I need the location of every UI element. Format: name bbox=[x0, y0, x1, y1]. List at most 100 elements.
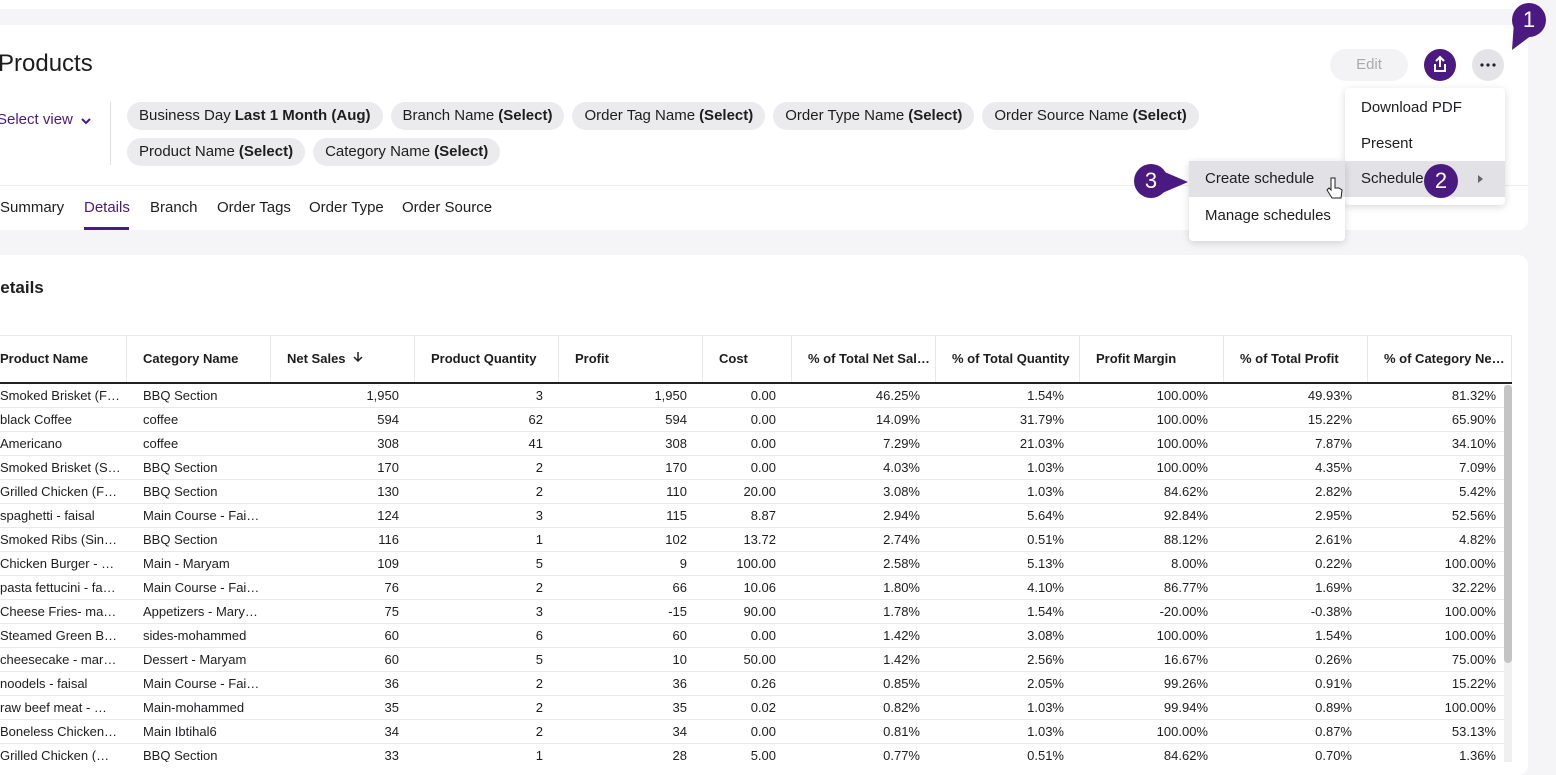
filter-chip[interactable]: Business Day Last 1 Month (Aug) bbox=[127, 102, 383, 130]
table-cell: Cheese Fries- ma… bbox=[0, 604, 117, 619]
tab[interactable]: Summary bbox=[0, 199, 65, 216]
table-row: Boneless Chicken… Main Ibtihal6 34 2 34 0.00 0… bbox=[0, 720, 1512, 744]
table-cell: 2 bbox=[535, 724, 543, 739]
menu-item[interactable]: Present bbox=[1361, 135, 1413, 152]
table-cell: 0.00 bbox=[750, 724, 776, 739]
callout: 3 bbox=[1134, 164, 1168, 198]
column-header[interactable]: % of Total Net Sal… bbox=[792, 336, 936, 382]
table-cell: Smoked Ribs (Sin… bbox=[0, 532, 118, 547]
table-row: Steamed Green B… sides-mohammed 60 6 60 0.00 1… bbox=[0, 624, 1512, 648]
table-cell: 32.22% bbox=[1451, 580, 1496, 595]
column-header[interactable]: Category Name bbox=[127, 336, 271, 382]
filter-chip[interactable]: Branch Name (Select) bbox=[390, 102, 565, 130]
column-header[interactable]: Product Quantity bbox=[415, 336, 559, 382]
table-cell: 90.00 bbox=[743, 604, 776, 619]
table-row: Chicken Burger - … Main - Maryam 109 5 9 100.… bbox=[0, 552, 1512, 576]
table-cell: Steamed Green B… bbox=[0, 628, 118, 643]
sort-icon bbox=[353, 352, 363, 363]
table-cell: 1.80% bbox=[883, 580, 920, 595]
table-cell: 3.08% bbox=[883, 484, 920, 499]
table-row: cheesecake - mar… Dessert - Maryam 60 5 10 50… bbox=[0, 648, 1512, 672]
column-header[interactable]: Cost bbox=[703, 336, 792, 382]
table-cell: cheesecake - mar… bbox=[0, 652, 117, 667]
table-cell: Main Course - Fai… bbox=[143, 676, 260, 691]
table-cell: 4.03% bbox=[883, 460, 920, 475]
table-cell: 102 bbox=[665, 532, 687, 547]
table-cell: 13.72 bbox=[743, 532, 776, 547]
tab[interactable]: Order Source bbox=[402, 199, 493, 216]
filter-value: (Select) bbox=[238, 143, 294, 160]
tab[interactable]: Order Tags bbox=[217, 199, 291, 216]
data-table: Product Name Category Name Net Sales Produc… bbox=[0, 335, 1512, 762]
table-cell: 7.09% bbox=[1459, 460, 1496, 475]
column-header[interactable]: Profit Margin bbox=[1080, 336, 1224, 382]
more-button[interactable] bbox=[1472, 49, 1504, 81]
column-header[interactable]: Net Sales bbox=[271, 336, 415, 382]
table-cell: 100.00% bbox=[1156, 724, 1208, 739]
table-cell: -15 bbox=[668, 604, 687, 619]
table-row: Grilled Chicken (F… BBQ Section 130 2 110 20.… bbox=[0, 480, 1512, 504]
filter-chip[interactable]: Category Name (Select) bbox=[313, 138, 501, 166]
filter-label: Product Name bbox=[139, 143, 235, 160]
filter-label: Order Type Name bbox=[785, 107, 905, 124]
table-cell: 62 bbox=[528, 412, 543, 427]
table-cell: 1.54% bbox=[1027, 604, 1064, 619]
table-cell: 0.91% bbox=[1315, 676, 1352, 691]
submenu-arrow bbox=[1478, 175, 1483, 183]
table-cell: 66 bbox=[672, 580, 687, 595]
filter-chip[interactable]: Order Type Name (Select) bbox=[773, 102, 975, 130]
column-header[interactable]: Product Name bbox=[0, 336, 127, 382]
column-header[interactable]: % of Total Profit bbox=[1224, 336, 1368, 382]
table-cell: Grilled Chicken (… bbox=[0, 748, 110, 762]
table-cell: 0.77% bbox=[883, 748, 920, 762]
table-cell: 0.22% bbox=[1315, 556, 1352, 571]
table-cell: 0.26 bbox=[750, 676, 776, 691]
table-cell: 10.06 bbox=[743, 580, 776, 595]
tab[interactable]: Details bbox=[84, 199, 130, 216]
menu-item[interactable]: Download PDF bbox=[1361, 99, 1462, 116]
tab[interactable]: Branch bbox=[150, 199, 198, 216]
table-cell: black Coffee bbox=[0, 412, 73, 427]
table-cell: 2 bbox=[535, 700, 543, 715]
column-header[interactable]: % of Category Ne… bbox=[1368, 336, 1512, 382]
table-cell: 75 bbox=[384, 604, 399, 619]
table-cell: 86.77% bbox=[1163, 580, 1208, 595]
table-cell: 2.05% bbox=[1027, 676, 1064, 691]
table-cell: 60 bbox=[384, 628, 399, 643]
table-cell: 0.00 bbox=[750, 412, 776, 427]
table-cell: 0.81% bbox=[883, 724, 920, 739]
select-view[interactable]: Select view bbox=[0, 111, 73, 128]
filter-label: Order Tag Name bbox=[584, 107, 696, 124]
menu-item[interactable]: Manage schedules bbox=[1205, 207, 1331, 224]
column-header[interactable]: % of Total Quantity bbox=[936, 336, 1080, 382]
table-cell: 88.12% bbox=[1163, 532, 1208, 547]
filter-chip[interactable]: Product Name (Select) bbox=[127, 138, 306, 166]
column-header[interactable]: Profit bbox=[559, 336, 703, 382]
filter-chip[interactable]: Order Tag Name (Select) bbox=[572, 102, 766, 130]
table-cell: 41 bbox=[528, 436, 543, 451]
filter-label: Category Name bbox=[325, 143, 431, 160]
tab[interactable]: Order Type bbox=[309, 199, 384, 216]
table-cell: 16.67% bbox=[1163, 652, 1208, 667]
filter-chip[interactable]: Order Source Name (Select) bbox=[982, 102, 1199, 130]
callout: 2 bbox=[1424, 164, 1458, 198]
table-cell: 308 bbox=[377, 436, 399, 451]
table-cell: 21.03% bbox=[1019, 436, 1064, 451]
table-cell: 65.90% bbox=[1451, 412, 1496, 427]
table-cell: 7.29% bbox=[883, 436, 920, 451]
table-cell: Main Course - Fai… bbox=[143, 580, 260, 595]
table-cell: 100.00% bbox=[1156, 460, 1208, 475]
filter-value: (Select) bbox=[699, 107, 754, 124]
section-title: Details bbox=[0, 278, 44, 297]
share-button[interactable] bbox=[1424, 49, 1456, 81]
filter-value: (Select) bbox=[908, 107, 963, 124]
table-row: pasta fettucini - fa… Main Course - Fai… 7… bbox=[0, 576, 1512, 600]
table-cell: 5 bbox=[535, 556, 543, 571]
scroll-thumb[interactable] bbox=[1504, 385, 1512, 663]
table-cell: 2 bbox=[535, 460, 543, 475]
menu-item[interactable]: Create schedule bbox=[1189, 161, 1345, 197]
table-row: Grilled Chicken (… BBQ Section 33 1 28 5.00 0.… bbox=[0, 744, 1512, 762]
table-cell: 100.00% bbox=[1444, 700, 1496, 715]
table-cell: Boneless Chicken… bbox=[0, 724, 118, 739]
edit-button[interactable]: Edit bbox=[1330, 49, 1408, 81]
